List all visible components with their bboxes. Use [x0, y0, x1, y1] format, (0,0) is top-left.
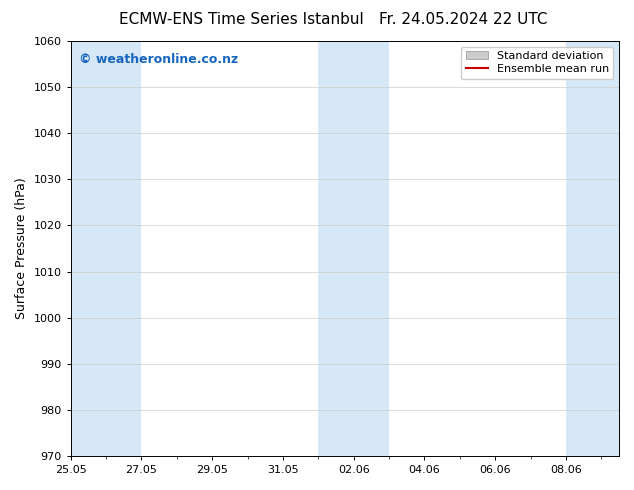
Legend: Standard deviation, Ensemble mean run: Standard deviation, Ensemble mean run [461, 47, 614, 79]
Y-axis label: Surface Pressure (hPa): Surface Pressure (hPa) [15, 178, 28, 319]
Bar [71, 41, 141, 456]
Text: Fr. 24.05.2024 22 UTC: Fr. 24.05.2024 22 UTC [378, 12, 547, 27]
Text: © weatheronline.co.nz: © weatheronline.co.nz [79, 53, 238, 67]
Bar [566, 41, 634, 456]
Text: ECMW-ENS Time Series Istanbul: ECMW-ENS Time Series Istanbul [119, 12, 363, 27]
Bar [318, 41, 389, 456]
